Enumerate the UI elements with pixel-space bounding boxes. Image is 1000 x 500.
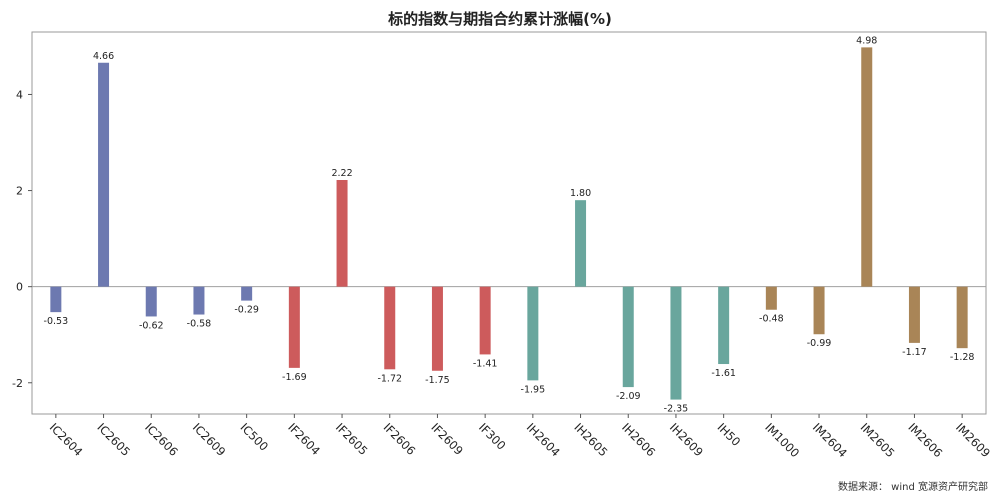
- data-label: -1.72: [377, 373, 402, 384]
- x-tick-label: IF300: [476, 420, 509, 453]
- data-label: -0.58: [187, 319, 212, 330]
- bar-ih2605: [575, 200, 587, 287]
- x-tick-label: IM1000: [762, 420, 802, 460]
- data-label: 4.98: [856, 35, 877, 46]
- bar-if2605: [336, 179, 348, 287]
- bar-ih2606: [622, 286, 634, 388]
- bar-ic2606: [145, 286, 157, 317]
- data-label: -1.75: [425, 375, 450, 386]
- x-tick-label: IC2604: [47, 420, 86, 459]
- data-label: 2.22: [331, 168, 352, 179]
- x-tick-label: IH2606: [619, 420, 658, 459]
- y-tick-label: -2: [12, 377, 23, 390]
- bar-im2605: [861, 47, 873, 287]
- data-label: 1.80: [570, 188, 591, 199]
- x-tick-label: IM2605: [858, 420, 898, 460]
- data-label: -2.09: [616, 391, 641, 402]
- bar-ih2604: [527, 286, 539, 381]
- bar-if2606: [384, 286, 396, 370]
- data-label: -0.99: [807, 338, 832, 349]
- x-tick-label: IH2605: [571, 420, 610, 459]
- x-tick-label: IC2606: [142, 420, 181, 459]
- y-tick-label: 2: [16, 185, 23, 198]
- x-tick-label: IH2609: [667, 420, 706, 459]
- bar-im2609: [956, 286, 968, 349]
- data-label: -2.35: [664, 404, 689, 415]
- bar-ic2604: [50, 286, 62, 313]
- bar-im2604: [813, 286, 825, 335]
- data-label: -1.69: [282, 372, 307, 383]
- bar-if300: [479, 286, 491, 355]
- bar-ic2605: [98, 62, 110, 287]
- x-tick-label: IF2609: [428, 420, 466, 458]
- x-tick-label: IH50: [715, 420, 744, 449]
- data-label: -0.53: [44, 316, 69, 327]
- x-tick-label: IH2604: [524, 420, 563, 459]
- bar-im2606: [908, 286, 920, 343]
- x-tick-label: IF2604: [285, 420, 323, 458]
- data-label: -0.29: [234, 305, 259, 316]
- x-tick-label: IM2606: [905, 420, 945, 460]
- data-label: -1.41: [473, 358, 498, 369]
- plot-frame: [31, 31, 987, 415]
- x-tick-label: IF2605: [333, 420, 371, 458]
- bar-ic500: [241, 286, 253, 301]
- data-label: 4.66: [93, 51, 114, 62]
- bar-if2604: [288, 286, 300, 368]
- bar-im1000: [765, 286, 777, 310]
- data-label: -0.48: [759, 314, 784, 325]
- x-tick-label: IF2606: [381, 420, 419, 458]
- data-label: -1.17: [902, 347, 927, 358]
- bar-ic2609: [193, 286, 205, 315]
- chart-title: 标的指数与期指合约累计涨幅(%): [388, 10, 612, 28]
- data-label: -1.28: [950, 352, 975, 363]
- x-tick-label: IC500: [238, 420, 271, 453]
- bar-if2609: [431, 286, 443, 371]
- x-tick-label: IC2605: [94, 420, 133, 459]
- data-label: -0.62: [139, 320, 164, 331]
- data-label: -1.61: [711, 368, 736, 379]
- x-tick-label: IM2609: [953, 420, 993, 460]
- bar-ih2609: [670, 286, 682, 400]
- y-tick-label: 0: [16, 281, 23, 294]
- x-tick-label: IC2609: [190, 420, 229, 459]
- bar-ih50: [718, 286, 730, 365]
- y-tick-label: 4: [16, 88, 23, 101]
- source-note: 数据来源： wind 宽源资产研究部: [838, 482, 988, 493]
- x-tick-label: IM2604: [810, 420, 850, 460]
- data-label: -1.95: [521, 384, 546, 395]
